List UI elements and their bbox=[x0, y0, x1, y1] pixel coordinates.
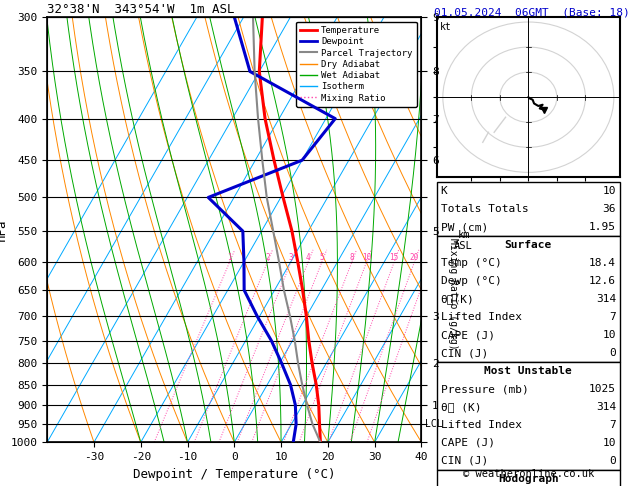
Text: CIN (J): CIN (J) bbox=[441, 348, 488, 358]
Bar bbox=[437, 470, 620, 486]
Text: 2: 2 bbox=[265, 253, 270, 262]
Text: Mixing Ratio (g/kg): Mixing Ratio (g/kg) bbox=[448, 238, 458, 349]
Text: Lifted Index: Lifted Index bbox=[441, 312, 521, 322]
Text: 36: 36 bbox=[603, 204, 616, 214]
Text: 7: 7 bbox=[610, 312, 616, 322]
Text: 4: 4 bbox=[306, 253, 311, 262]
Text: LCL: LCL bbox=[425, 419, 443, 429]
Bar bbox=[437, 236, 620, 362]
Text: 314: 314 bbox=[596, 294, 616, 304]
Text: Surface: Surface bbox=[504, 240, 552, 250]
Text: 0: 0 bbox=[610, 456, 616, 466]
Y-axis label: km
ASL: km ASL bbox=[454, 230, 473, 251]
Text: Lifted Index: Lifted Index bbox=[441, 420, 521, 430]
Text: 32°38'N  343°54'W  1m ASL: 32°38'N 343°54'W 1m ASL bbox=[47, 3, 235, 16]
Text: PW (cm): PW (cm) bbox=[441, 222, 488, 232]
Text: 1.95: 1.95 bbox=[589, 222, 616, 232]
Text: 15: 15 bbox=[389, 253, 399, 262]
Text: θᴇ(K): θᴇ(K) bbox=[441, 294, 474, 304]
Text: 10: 10 bbox=[603, 186, 616, 196]
Text: 314: 314 bbox=[596, 402, 616, 412]
Text: CIN (J): CIN (J) bbox=[441, 456, 488, 466]
Text: 1: 1 bbox=[227, 253, 232, 262]
Legend: Temperature, Dewpoint, Parcel Trajectory, Dry Adiabat, Wet Adiabat, Isotherm, Mi: Temperature, Dewpoint, Parcel Trajectory… bbox=[296, 21, 417, 107]
Text: Pressure (mb): Pressure (mb) bbox=[441, 384, 528, 394]
Text: 10: 10 bbox=[603, 330, 616, 340]
Bar bbox=[437, 362, 620, 470]
Text: Totals Totals: Totals Totals bbox=[441, 204, 528, 214]
Text: 7: 7 bbox=[610, 420, 616, 430]
Text: 1025: 1025 bbox=[589, 384, 616, 394]
Text: 8: 8 bbox=[350, 253, 354, 262]
Text: CAPE (J): CAPE (J) bbox=[441, 330, 494, 340]
Bar bbox=[437, 182, 620, 236]
Text: K: K bbox=[441, 186, 447, 196]
Text: 5: 5 bbox=[320, 253, 325, 262]
Text: 12.6: 12.6 bbox=[589, 276, 616, 286]
Text: θᴇ (K): θᴇ (K) bbox=[441, 402, 481, 412]
Text: 10: 10 bbox=[603, 438, 616, 448]
Text: CAPE (J): CAPE (J) bbox=[441, 438, 494, 448]
Text: 18.4: 18.4 bbox=[589, 258, 616, 268]
Text: 20: 20 bbox=[410, 253, 419, 262]
Text: 10: 10 bbox=[362, 253, 371, 262]
Text: Most Unstable: Most Unstable bbox=[484, 366, 572, 376]
X-axis label: Dewpoint / Temperature (°C): Dewpoint / Temperature (°C) bbox=[133, 468, 335, 481]
Text: Hodograph: Hodograph bbox=[498, 474, 559, 484]
Text: 01.05.2024  06GMT  (Base: 18): 01.05.2024 06GMT (Base: 18) bbox=[434, 7, 629, 17]
Text: 0: 0 bbox=[610, 348, 616, 358]
Text: Temp (°C): Temp (°C) bbox=[441, 258, 501, 268]
Text: kt: kt bbox=[440, 22, 452, 32]
Text: 3: 3 bbox=[289, 253, 293, 262]
Text: © weatheronline.co.uk: © weatheronline.co.uk bbox=[463, 469, 594, 479]
Text: Dewp (°C): Dewp (°C) bbox=[441, 276, 501, 286]
Y-axis label: hPa: hPa bbox=[0, 218, 8, 241]
